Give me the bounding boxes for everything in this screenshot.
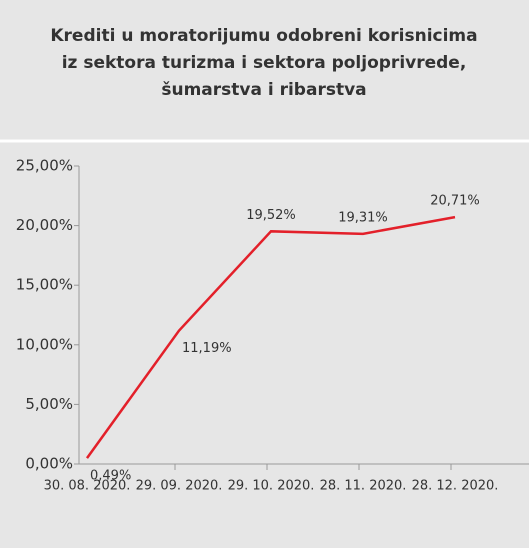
y-tick-label: 20,00% bbox=[16, 216, 73, 234]
data-label: 0,49% bbox=[90, 469, 131, 484]
x-tick-label: 30. 08. 2020. bbox=[44, 479, 131, 494]
data-label: 19,52% bbox=[246, 208, 296, 223]
data-label: 11,19% bbox=[182, 341, 232, 356]
line bbox=[85, 215, 456, 459]
x-tick-label: 28. 11. 2020. bbox=[320, 479, 407, 494]
y-tick-label: 15,00% bbox=[16, 276, 73, 294]
chart-title: Krediti u moratorijumu odobreni korisnic… bbox=[50, 26, 477, 46]
y-tick-label: 25,00% bbox=[16, 157, 73, 175]
x-tick-label: 29. 09. 2020. bbox=[136, 479, 223, 494]
data-label: 20,71% bbox=[430, 194, 480, 209]
chart-title: iz sektora turizma i sektora poljoprivre… bbox=[62, 53, 467, 73]
y-tick-label: 0,00% bbox=[25, 455, 73, 473]
x-tick-label: 28. 12. 2020. bbox=[412, 479, 499, 494]
y-tick-label: 10,00% bbox=[16, 335, 73, 353]
y-tick-label: 5,00% bbox=[25, 395, 73, 413]
chart-title: šumarstva i ribarstva bbox=[161, 80, 366, 100]
data-label: 19,31% bbox=[338, 210, 388, 225]
x-tick-label: 29. 10. 2020. bbox=[228, 479, 315, 494]
